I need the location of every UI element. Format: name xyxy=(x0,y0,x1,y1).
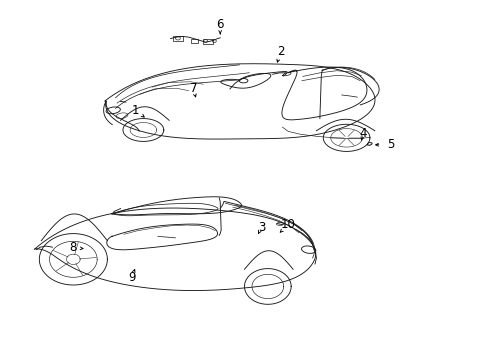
Text: 6: 6 xyxy=(216,18,224,31)
Text: 8: 8 xyxy=(69,241,77,255)
Text: 3: 3 xyxy=(257,221,264,234)
Text: 7: 7 xyxy=(189,82,197,95)
Text: 1: 1 xyxy=(131,104,139,117)
Text: 9: 9 xyxy=(128,271,135,284)
Text: 4: 4 xyxy=(359,127,366,140)
Text: 10: 10 xyxy=(280,218,295,231)
Text: 2: 2 xyxy=(277,45,284,58)
Text: 5: 5 xyxy=(386,138,393,151)
